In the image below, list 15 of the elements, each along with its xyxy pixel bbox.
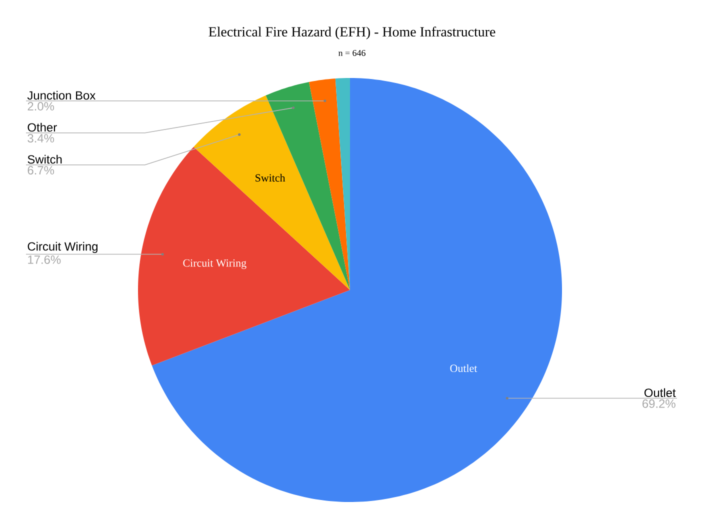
slice-label: Circuit Wiring (28, 242, 98, 254)
chart-subtitle: n = 646 (338, 50, 366, 56)
slice-label: Switch (256, 174, 286, 182)
data-label: 17.6% (28, 255, 61, 264)
slice-label: Switch (28, 154, 62, 164)
slice-label: Other (28, 122, 57, 132)
data-label: 69.2% (642, 399, 676, 408)
data-label: 6.7% (28, 166, 54, 175)
slice-label: Junction Box (27, 90, 96, 100)
data-label: 3.4% (28, 134, 54, 143)
chart-title: Electrical Fire Hazard (EFH) - Home Infrastructure (208, 26, 496, 40)
slice-label: Circuit Wiring (183, 259, 246, 269)
data-label: 2.0% (28, 102, 54, 111)
slice-label: Outlet (450, 364, 478, 372)
slice-label: Outlet (644, 388, 676, 398)
